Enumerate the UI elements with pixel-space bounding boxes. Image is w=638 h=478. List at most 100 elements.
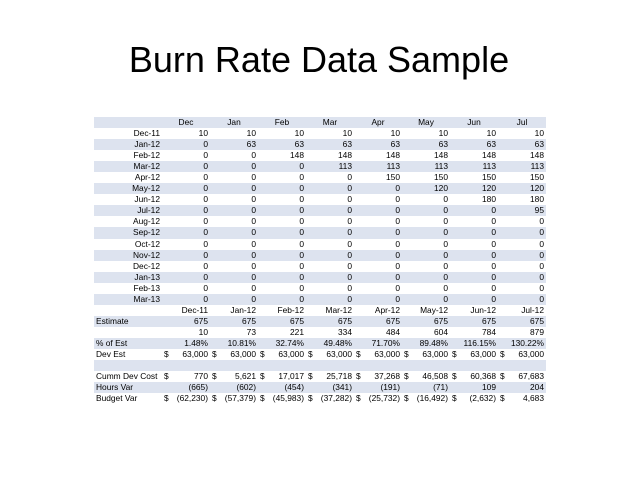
table-cell: 148 [402,150,450,162]
blank-cell [258,360,306,372]
row-label: Feb-13 [94,282,162,294]
estimate-cell: 675 [210,315,258,327]
pct-est-cell: 10.81% [210,337,258,349]
table-cell: 0 [354,205,402,217]
table-row: Dec-11 10 10 10 10 10 10 10 10 [94,128,546,140]
table-row: Jan-13 0 0 0 0 0 0 0 0 [94,271,546,283]
table-cell: 63 [402,139,450,151]
date-header-cell: Jul-12 [498,304,546,316]
dev-est-cell: $63,000 [498,348,546,361]
row-label: Mar-13 [94,293,162,305]
dev-est-label: Dev Est [94,348,162,361]
dev-est-row: Dev Est $63,000 $63,000 $63,000 $63,000 $63,0… [94,348,546,361]
currency-value: 770 [194,371,208,382]
table-row: Apr-12 0 0 0 0 150 150 150 150 [94,172,546,184]
table-cell: 0 [402,216,450,228]
currency-symbol: $ [212,371,217,382]
table-cell: 10 [498,128,546,140]
cumulative-cell: 221 [258,326,306,338]
table-cell: 0 [162,139,210,151]
estimate-label: Estimate [94,315,162,327]
table-cell: 0 [498,227,546,239]
table-cell: 0 [450,205,498,217]
table-cell: 0 [402,227,450,239]
currency-symbol: $ [308,371,313,382]
estimate-cell: 675 [498,315,546,327]
cumm-dev-cost-cell: $60,368 [450,371,498,383]
table-cell: 0 [402,205,450,217]
row-label: Dec-12 [94,260,162,272]
table-cell: 10 [258,128,306,140]
table-cell: 0 [258,183,306,195]
hours-var-cell: (602) [210,382,258,394]
table-row: Nov-12 0 0 0 0 0 0 0 0 [94,249,546,261]
table-cell: 0 [210,205,258,217]
table-cell: 0 [162,227,210,239]
table-cell: 0 [354,271,402,283]
pct-est-cell: 32.74% [258,337,306,349]
currency-value: (2,632) [469,393,496,404]
cumm-dev-cost-cell: $67,683 [498,371,546,383]
currency-value: (37,282) [320,393,352,404]
month-header-cell: Jul [498,117,546,129]
table-cell: 113 [402,161,450,173]
table-cell: 0 [450,282,498,294]
currency-symbol: $ [308,349,313,359]
currency-symbol: $ [212,349,217,359]
table-cell: 0 [306,216,354,228]
cumm-dev-cost-cell: $25,718 [306,371,354,383]
table-cell: 150 [498,172,546,184]
row-label: May-12 [94,183,162,195]
currency-value: 5,621 [235,371,256,382]
currency-value: 60,368 [470,371,496,382]
table-cell: 0 [450,238,498,250]
table-cell: 10 [210,128,258,140]
budget-var-cell: $ (25,732) [354,393,402,405]
cumm-dev-cost-label: Cumm Dev Cost [94,371,162,383]
table-cell: 0 [210,183,258,195]
hours-var-cell: (191) [354,382,402,394]
hours-var-cell: (665) [162,382,210,394]
table-cell: 0 [210,161,258,173]
table-cell: 0 [306,194,354,206]
currency-value: 37,268 [374,371,400,382]
month-header-cell: Apr [354,117,402,129]
cumm-dev-cost-cell: $17,017 [258,371,306,383]
table-cell: 63 [306,139,354,151]
currency-value: 63,000 [278,349,304,359]
month-header-cell: Mar [306,117,354,129]
table-cell: 10 [354,128,402,140]
estimate-cell: 675 [354,315,402,327]
table-cell: 0 [450,271,498,283]
table-row: Mar-13 0 0 0 0 0 0 0 0 [94,293,546,305]
table-cell: 0 [210,227,258,239]
blank-cell [94,360,162,372]
pct-est-cell: 89.48% [402,337,450,349]
cumulative-label [94,326,162,338]
cumm-dev-cost-row: Cumm Dev Cost $770 $5,621 $17,017 $25,718 $37… [94,371,546,383]
table-cell: 0 [306,183,354,195]
dev-est-cell: $63,000 [258,348,306,361]
table-cell: 0 [210,194,258,206]
table-cell: 0 [258,282,306,294]
table-cell: 0 [210,150,258,162]
table-cell: 113 [498,161,546,173]
table-row: Jun-12 0 0 0 0 0 0 180 180 [94,194,546,206]
date-header-cell: Mar-12 [306,304,354,316]
date-header-cell: May-12 [402,304,450,316]
hours-var-label: Hours Var [94,382,162,394]
budget-var-cell: $ (37,282) [306,393,354,405]
cumm-dev-cost-cell: $46,508 [402,371,450,383]
table-cell: 120 [498,183,546,195]
row-label: Oct-12 [94,238,162,250]
table-cell: 150 [402,172,450,184]
row-label: Jul-12 [94,205,162,217]
table-cell: 0 [306,205,354,217]
table-cell: 10 [450,128,498,140]
currency-value: 63,000 [326,349,352,359]
currency-symbol: $ [260,349,265,359]
table-row: May-12 0 0 0 0 0 120 120 120 [94,183,546,195]
table-cell: 0 [498,238,546,250]
row-label: Jan-12 [94,139,162,151]
blank-cell [402,360,450,372]
